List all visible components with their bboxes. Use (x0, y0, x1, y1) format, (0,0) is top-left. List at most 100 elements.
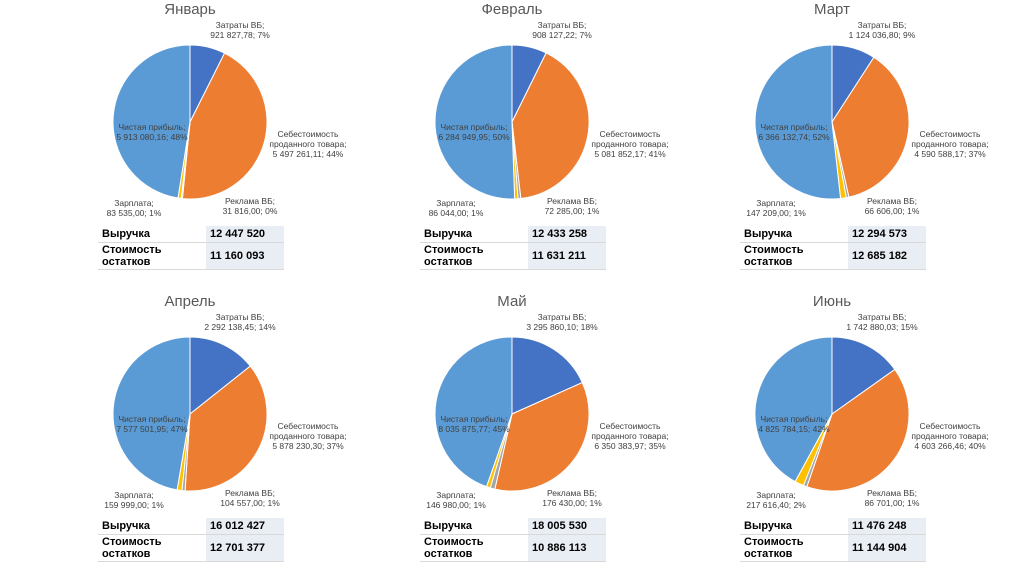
slice-label: Затраты ВБ; 908 127,22; 7% (521, 20, 603, 40)
slice-category: Реклама ВБ; (546, 488, 598, 498)
slice-value: 4 603 266,46; 40% (914, 441, 986, 451)
table-label: Выручка (98, 518, 206, 535)
slice-value: 3 295 860,10; 18% (526, 322, 598, 332)
slice-category: Затраты ВБ; (215, 312, 265, 322)
slice-category: Себестоимость проданного товара; (911, 129, 989, 149)
slice-label: Себестоимость проданного товара; 6 350 38… (589, 421, 671, 451)
slice-value: 4 825 784,15; 42% (758, 424, 830, 434)
slice-category: Зарплата; (436, 198, 476, 208)
table-label: Стоимость остатков (740, 242, 848, 270)
slice-value: 72 285,00; 1% (544, 206, 600, 216)
slice-category: Себестоимость проданного товара; (269, 129, 347, 149)
slice-category: Чистая прибыль; (760, 414, 828, 424)
table-label: Стоимость остатков (98, 242, 206, 270)
table-value: 12 685 182 (848, 242, 926, 270)
table-row: Стоимость остатков 10 886 113 (420, 534, 606, 562)
slice-value: 66 606,00; 1% (864, 206, 920, 216)
slice-label: Затраты ВБ; 3 295 860,10; 18% (521, 312, 603, 332)
slice-label: Себестоимость проданного товара; 5 497 26… (267, 129, 349, 159)
slice-category: Реклама ВБ; (224, 196, 276, 206)
table-label: Выручка (98, 226, 206, 243)
slice-label: Чистая прибыль; 8 035 875,77; 45% (433, 414, 515, 434)
slice-value: 1 124 036,80; 9% (848, 30, 916, 40)
slice-value: 86 701,00; 1% (864, 498, 920, 508)
slice-label: Чистая прибыль; 6 366 132,74; 52% (753, 122, 835, 142)
table-value: 12 294 573 (848, 226, 926, 243)
slice-value: 921 827,78; 7% (210, 30, 270, 40)
slice-category: Реклама ВБ; (546, 196, 598, 206)
table-label: Стоимость остатков (740, 534, 848, 562)
slice-category: Чистая прибыль; (118, 122, 186, 132)
slice-value: 6 366 132,74; 52% (758, 132, 830, 142)
slice-category: Затраты ВБ; (215, 20, 265, 30)
slice-value: 83 535,00; 1% (106, 208, 162, 218)
table-row: Выручка 11 476 248 (740, 518, 926, 535)
table-label: Стоимость остатков (420, 242, 528, 270)
pie-slice (181, 52, 268, 200)
slice-category: Себестоимость проданного товара; (591, 129, 669, 149)
slice-category: Затраты ВБ; (537, 20, 587, 30)
slice-value: 159 999,00; 1% (104, 500, 164, 510)
chart-title: Июнь (812, 293, 852, 310)
slice-category: Затраты ВБ; (857, 312, 907, 322)
pie-slice (494, 381, 590, 492)
pie-slice (184, 365, 268, 492)
pie-slice (831, 336, 896, 415)
slice-label: Зарплата; 83 535,00; 1% (93, 198, 175, 218)
slice-label: Чистая прибыль; 7 577 501,95; 47% (111, 414, 193, 434)
slice-category: Затраты ВБ; (537, 312, 587, 322)
slice-label: Реклама ВБ; 104 557,00; 1% (209, 488, 291, 508)
slice-label: Себестоимость проданного товара; 4 603 26… (909, 421, 991, 451)
slice-label: Себестоимость проданного товара; 4 590 58… (909, 129, 991, 159)
table-label: Выручка (420, 226, 528, 243)
pie-slice (806, 368, 910, 492)
slice-value: 6 284 949,95; 50% (438, 132, 510, 142)
table-value: 16 012 427 (206, 518, 284, 535)
summary-table: Выручка 11 476 248 Стоимость остатков 11 14… (740, 518, 926, 562)
slice-label: Зарплата; 86 044,00; 1% (415, 198, 497, 218)
table-row: Выручка 18 005 530 (420, 518, 606, 535)
chart-title: Январь (164, 1, 216, 18)
pie-slice (754, 44, 842, 200)
table-value: 10 886 113 (528, 534, 606, 562)
slice-label: Зарплата; 147 209,00; 1% (735, 198, 817, 218)
slice-category: Зарплата; (756, 490, 796, 500)
slice-label: Чистая прибыль; 6 284 949,95; 50% (433, 122, 515, 142)
table-row: Стоимость остатков 12 685 182 (740, 242, 926, 270)
table-value: 12 433 258 (528, 226, 606, 243)
slice-value: 147 209,00; 1% (746, 208, 806, 218)
summary-table: Выручка 16 012 427 Стоимость остатков 12 70… (98, 518, 284, 562)
table-row: Выручка 12 447 520 (98, 226, 284, 243)
slice-value: 176 430,00; 1% (542, 498, 602, 508)
chart-title: Февраль (481, 1, 543, 18)
table-label: Выручка (740, 518, 848, 535)
slice-value: 5 497 261,11; 44% (272, 149, 344, 159)
slice-category: Чистая прибыль; (440, 122, 508, 132)
table-value: 18 005 530 (528, 518, 606, 535)
slice-label: Затраты ВБ; 1 124 036,80; 9% (841, 20, 923, 40)
table-label: Выручка (420, 518, 528, 535)
chart-title: Май (497, 293, 527, 310)
table-value: 12 447 520 (206, 226, 284, 243)
slice-value: 4 590 588,17; 37% (914, 149, 986, 159)
slice-label: Реклама ВБ; 86 701,00; 1% (851, 488, 933, 508)
pie-slice (511, 52, 590, 200)
slice-category: Затраты ВБ; (857, 20, 907, 30)
slice-value: 8 035 875,77; 45% (438, 424, 510, 434)
table-row: Стоимость остатков 11 144 904 (740, 534, 926, 562)
table-row: Выручка 16 012 427 (98, 518, 284, 535)
pie-slice (511, 336, 583, 415)
slice-category: Зарплата; (114, 490, 154, 500)
slice-label: Зарплата; 217 616,40; 2% (735, 490, 817, 510)
slice-value: 31 816,00; 0% (222, 206, 278, 216)
slice-label: Реклама ВБ; 31 816,00; 0% (209, 196, 291, 216)
pie-slice (189, 336, 251, 416)
slice-category: Реклама ВБ; (224, 488, 276, 498)
slice-value: 5 913 080,16; 48% (116, 132, 188, 142)
chart-title: Апрель (164, 293, 216, 310)
table-value: 11 144 904 (848, 534, 926, 562)
slice-label: Чистая прибыль; 4 825 784,15; 42% (753, 414, 835, 434)
summary-table: Выручка 12 433 258 Стоимость остатков 11 63… (420, 226, 606, 270)
